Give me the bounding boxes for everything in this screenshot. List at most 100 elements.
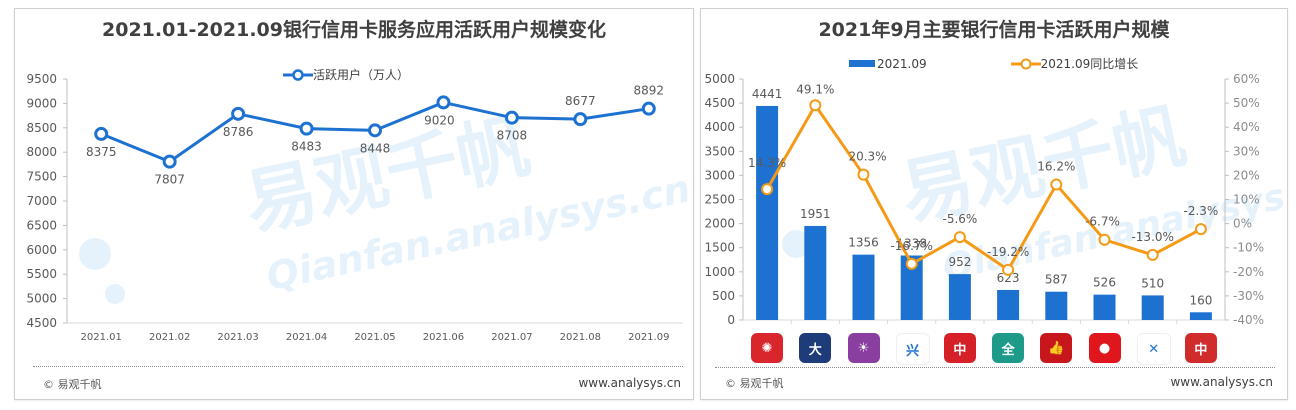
bar[interactable] (804, 225, 827, 320)
y-left-tick-label: 0 (727, 313, 735, 327)
bar[interactable] (1141, 295, 1164, 320)
growth-point[interactable] (905, 257, 918, 270)
bar[interactable] (852, 254, 875, 320)
data-point[interactable] (94, 126, 109, 141)
growth-point[interactable] (857, 168, 870, 181)
legend-line-marker-icon (1010, 58, 1041, 69)
growth-point[interactable] (1146, 248, 1159, 261)
growth-point[interactable] (953, 231, 966, 244)
growth-point[interactable] (1098, 233, 1111, 246)
growth-point[interactable] (809, 99, 822, 112)
data-point[interactable] (573, 112, 588, 127)
growth-value-label: -19.2% (987, 245, 1029, 259)
app-icon-10: 中 (1184, 333, 1217, 363)
growth-value-label: 14.3% (748, 156, 786, 170)
x-tick-label: 2021.07 (491, 332, 532, 343)
data-label: 8448 (360, 141, 391, 155)
left-footer-divider (33, 366, 683, 367)
y-tick-label: 4500 (26, 316, 57, 330)
data-label: 8892 (634, 84, 665, 98)
legend-line-label: 2021.09同比增长 (1040, 57, 1139, 71)
data-point[interactable] (504, 110, 519, 125)
left-footer-url[interactable]: www.analysys.cn (578, 376, 681, 390)
app-icon-1: ✺ (751, 333, 784, 363)
app-icon-8: ● (1088, 333, 1121, 363)
growth-value-label: 20.3% (848, 150, 886, 164)
x-tick-label: 2021.04 (286, 332, 327, 343)
y-right-tick-label: -40% (1233, 313, 1264, 327)
y-tick-label: 7000 (26, 194, 57, 208)
y-left-tick-label: 3500 (704, 144, 735, 158)
y-tick-label: 6500 (26, 218, 57, 232)
data-label: 8786 (223, 125, 254, 139)
y-left-tick-label: 3000 (704, 168, 735, 182)
bar[interactable] (900, 255, 923, 320)
right-footer-divider (715, 367, 1275, 368)
y-right-tick-label: 50% (1233, 96, 1260, 110)
x-tick-label: 2021.09 (628, 332, 669, 343)
y-tick-label: 9500 (26, 72, 57, 86)
y-tick-label: 8000 (26, 145, 57, 159)
app-icon-4: 兴 (895, 333, 930, 365)
growth-point[interactable] (1002, 263, 1015, 276)
growth-point[interactable] (1050, 178, 1063, 191)
right-chart-panel: 2021年9月主要银行信用卡活跃用户规模 易观千帆 Qianfan.analys… (700, 8, 1288, 400)
bar-value-label: 1951 (800, 207, 831, 221)
bar-value-label: 510 (1141, 276, 1164, 290)
watermark: 易观千帆 Qianfan.analysys.cn (79, 104, 693, 304)
y-tick-label: 8500 (26, 121, 57, 135)
app-icon-9: ✕ (1136, 333, 1171, 365)
data-point[interactable] (641, 101, 656, 116)
y-tick-label: 7500 (26, 170, 57, 184)
y-tick-label: 9000 (26, 96, 57, 110)
bar[interactable] (997, 289, 1020, 320)
x-tick-label: 2021.06 (423, 332, 464, 343)
growth-value-label: -2.3% (1183, 204, 1218, 218)
x-tick-label: 2021.01 (81, 332, 122, 343)
bar[interactable] (1093, 294, 1116, 320)
data-label: 8375 (86, 145, 117, 159)
data-point[interactable] (299, 121, 314, 136)
data-point[interactable] (436, 95, 451, 110)
left-legend: 活跃用户（万人） (283, 66, 409, 83)
data-label: 8483 (291, 140, 322, 154)
app-icon-5: 中 (943, 333, 976, 363)
data-point[interactable] (231, 106, 246, 121)
growth-value-label: 49.1% (796, 82, 834, 96)
right-footer-url[interactable]: www.analysys.cn (1170, 375, 1273, 389)
bar-value-label: 4441 (752, 87, 783, 101)
growth-value-label: 16.2% (1037, 160, 1075, 174)
x-tick-label: 2021.05 (354, 332, 395, 343)
legend-bar-swatch-icon (849, 60, 875, 67)
y-right-tick-label: 60% (1233, 72, 1260, 86)
data-label: 8677 (565, 94, 596, 108)
y-right-tick-label: 30% (1233, 144, 1260, 158)
data-point[interactable] (162, 154, 177, 169)
y-right-tick-label: 10% (1233, 193, 1260, 207)
data-label: 7807 (154, 173, 185, 187)
data-point[interactable] (368, 123, 382, 138)
left-legend-label: 活跃用户（万人） (313, 68, 410, 82)
growth-point[interactable] (761, 183, 774, 196)
bar[interactable] (948, 274, 971, 320)
right-combo-chart: 易观千帆 Qianfan.analysys.cn 500045004000350… (704, 72, 1287, 327)
growth-value-label: -5.6% (942, 212, 977, 226)
y-left-tick-label: 2000 (704, 217, 735, 231)
y-left-tick-label: 500 (712, 289, 735, 303)
x-tick-label: 2021.08 (560, 332, 601, 343)
growth-value-label: -16.7% (890, 239, 932, 253)
bar-value-label: 160 (1189, 293, 1212, 307)
bar[interactable] (756, 105, 779, 320)
data-label: 8708 (497, 129, 528, 143)
growth-value-label: -6.7% (1085, 215, 1120, 229)
y-left-tick-label: 1500 (704, 241, 735, 255)
bar[interactable] (1045, 291, 1068, 320)
y-right-tick-label: -20% (1233, 265, 1264, 279)
app-icon-3: ☀ (847, 333, 880, 363)
growth-point[interactable] (1194, 223, 1207, 236)
bar-value-label: 587 (1045, 273, 1068, 287)
legend-line-marker-icon (283, 68, 313, 81)
app-icon-7: 👍 (1040, 333, 1073, 363)
bar[interactable] (1189, 312, 1212, 320)
x-tick-label: 2021.02 (149, 332, 190, 343)
